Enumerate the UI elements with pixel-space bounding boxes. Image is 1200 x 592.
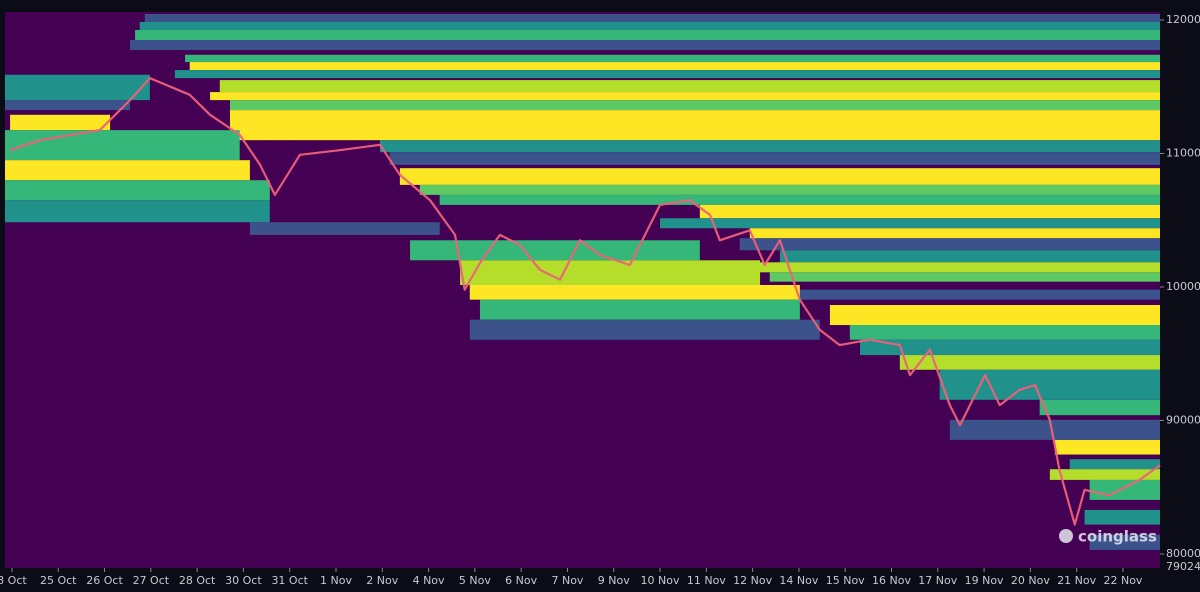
liquidation-level — [1039, 399, 1160, 416]
x-tick-label: 31 Oct — [271, 574, 308, 587]
liquidation-level — [174, 70, 1160, 79]
y-tick-label: 110000 — [1166, 147, 1200, 160]
liquidation-level — [660, 218, 1160, 229]
liquidation-level — [419, 184, 1160, 195]
liquidation-level — [860, 339, 1160, 356]
x-tick-label: 2 Nov — [366, 574, 398, 587]
x-tick-label: 28 Oct — [179, 574, 216, 587]
liquidation-level — [949, 419, 1160, 440]
x-tick-label: 26 Oct — [86, 574, 123, 587]
x-tick-label: 14 Nov — [779, 574, 818, 587]
y-tick-label: 80000 — [1166, 547, 1200, 560]
axes: 80000 90000 100000 110000 120000 79024 3 Oct 25… — [0, 13, 1200, 587]
liquidation-level — [210, 92, 1160, 101]
y-tick-label: 120000 — [1166, 13, 1200, 26]
liquidation-level — [699, 204, 1160, 219]
liquidation-level — [399, 168, 1161, 185]
liquidation-level — [129, 40, 1160, 51]
liquidation-level — [229, 110, 1161, 141]
liquidation-level — [10, 114, 111, 131]
x-tick-label: 10 Nov — [641, 574, 680, 587]
x-tick-label: 30 Oct — [225, 574, 262, 587]
liquidation-level — [899, 355, 1160, 370]
liquidation-level — [479, 299, 800, 320]
x-tick-label: 20 Nov — [1011, 574, 1050, 587]
plot-area — [5, 12, 1161, 568]
x-tick-label: 21 Nov — [1057, 574, 1096, 587]
liquidation-level — [5, 200, 270, 223]
y-tick-label: 100000 — [1166, 280, 1200, 293]
x-tick-label: 22 Nov — [1103, 574, 1142, 587]
liquidation-level — [189, 62, 1161, 71]
x-tick-label: 11 Nov — [687, 574, 726, 587]
liquidation-level — [1069, 459, 1160, 470]
liquidation-level — [135, 30, 1161, 41]
liquidation-level — [829, 305, 1160, 326]
liquidation-level — [439, 194, 1160, 205]
liquidation-level — [379, 140, 1160, 153]
x-tick-label: 6 Nov — [505, 574, 537, 587]
liquidation-level — [249, 222, 440, 235]
x-tick-label: 15 Nov — [826, 574, 865, 587]
x-tick-label: 7 Nov — [551, 574, 583, 587]
liquidation-level — [769, 272, 1160, 282]
liquidation-level — [739, 238, 1160, 251]
y-tick-label: 90000 — [1166, 413, 1200, 426]
liquidation-level — [5, 160, 250, 181]
liquidation-level — [460, 260, 761, 285]
x-tick-label: 5 Nov — [459, 574, 491, 587]
watermark-logo — [1059, 529, 1073, 543]
liquidation-level — [1089, 534, 1160, 550]
liquidation-level — [779, 250, 1160, 263]
liquidation-level — [849, 325, 1160, 340]
liquidation-level — [939, 369, 1160, 400]
x-tick-label: 9 Nov — [598, 574, 630, 587]
price-line — [9, 77, 1161, 526]
liquidation-level — [469, 319, 820, 340]
liquidation-level — [229, 100, 1161, 111]
liquidation-level — [219, 80, 1160, 93]
liquidation-level — [144, 14, 1161, 23]
liquidation-level — [1089, 479, 1160, 500]
watermark: coinglass — [1078, 528, 1157, 546]
liquidation-level — [5, 180, 270, 201]
x-tick-label: 12 Nov — [733, 574, 772, 587]
x-tick-label: 3 Oct — [0, 574, 27, 587]
liquidation-level — [185, 54, 1161, 63]
x-tick-label: 25 Oct — [40, 574, 77, 587]
liquidation-level — [1084, 509, 1160, 525]
liquidation-level — [469, 284, 800, 300]
x-tick-label: 16 Nov — [872, 574, 911, 587]
liquidation-level — [389, 152, 1160, 165]
liquidation-level — [5, 74, 150, 101]
x-tick-label: 27 Oct — [133, 574, 170, 587]
liquidation-level — [5, 100, 130, 111]
x-tick-label: 17 Nov — [918, 574, 957, 587]
x-tick-label: 1 Nov — [320, 574, 352, 587]
liquidation-level — [799, 289, 1160, 300]
liquidation-level — [139, 22, 1160, 31]
x-tick-label: 4 Nov — [413, 574, 445, 587]
liquidation-level — [5, 130, 240, 161]
last-price-label: 79024 — [1166, 560, 1200, 573]
x-tick-label: 19 Nov — [965, 574, 1004, 587]
liquidation-level — [1054, 439, 1160, 455]
liquidation-level — [1049, 469, 1160, 480]
liquidation-level — [719, 262, 1160, 273]
liquidation-level — [410, 240, 700, 261]
liquidation-level — [749, 228, 1160, 239]
